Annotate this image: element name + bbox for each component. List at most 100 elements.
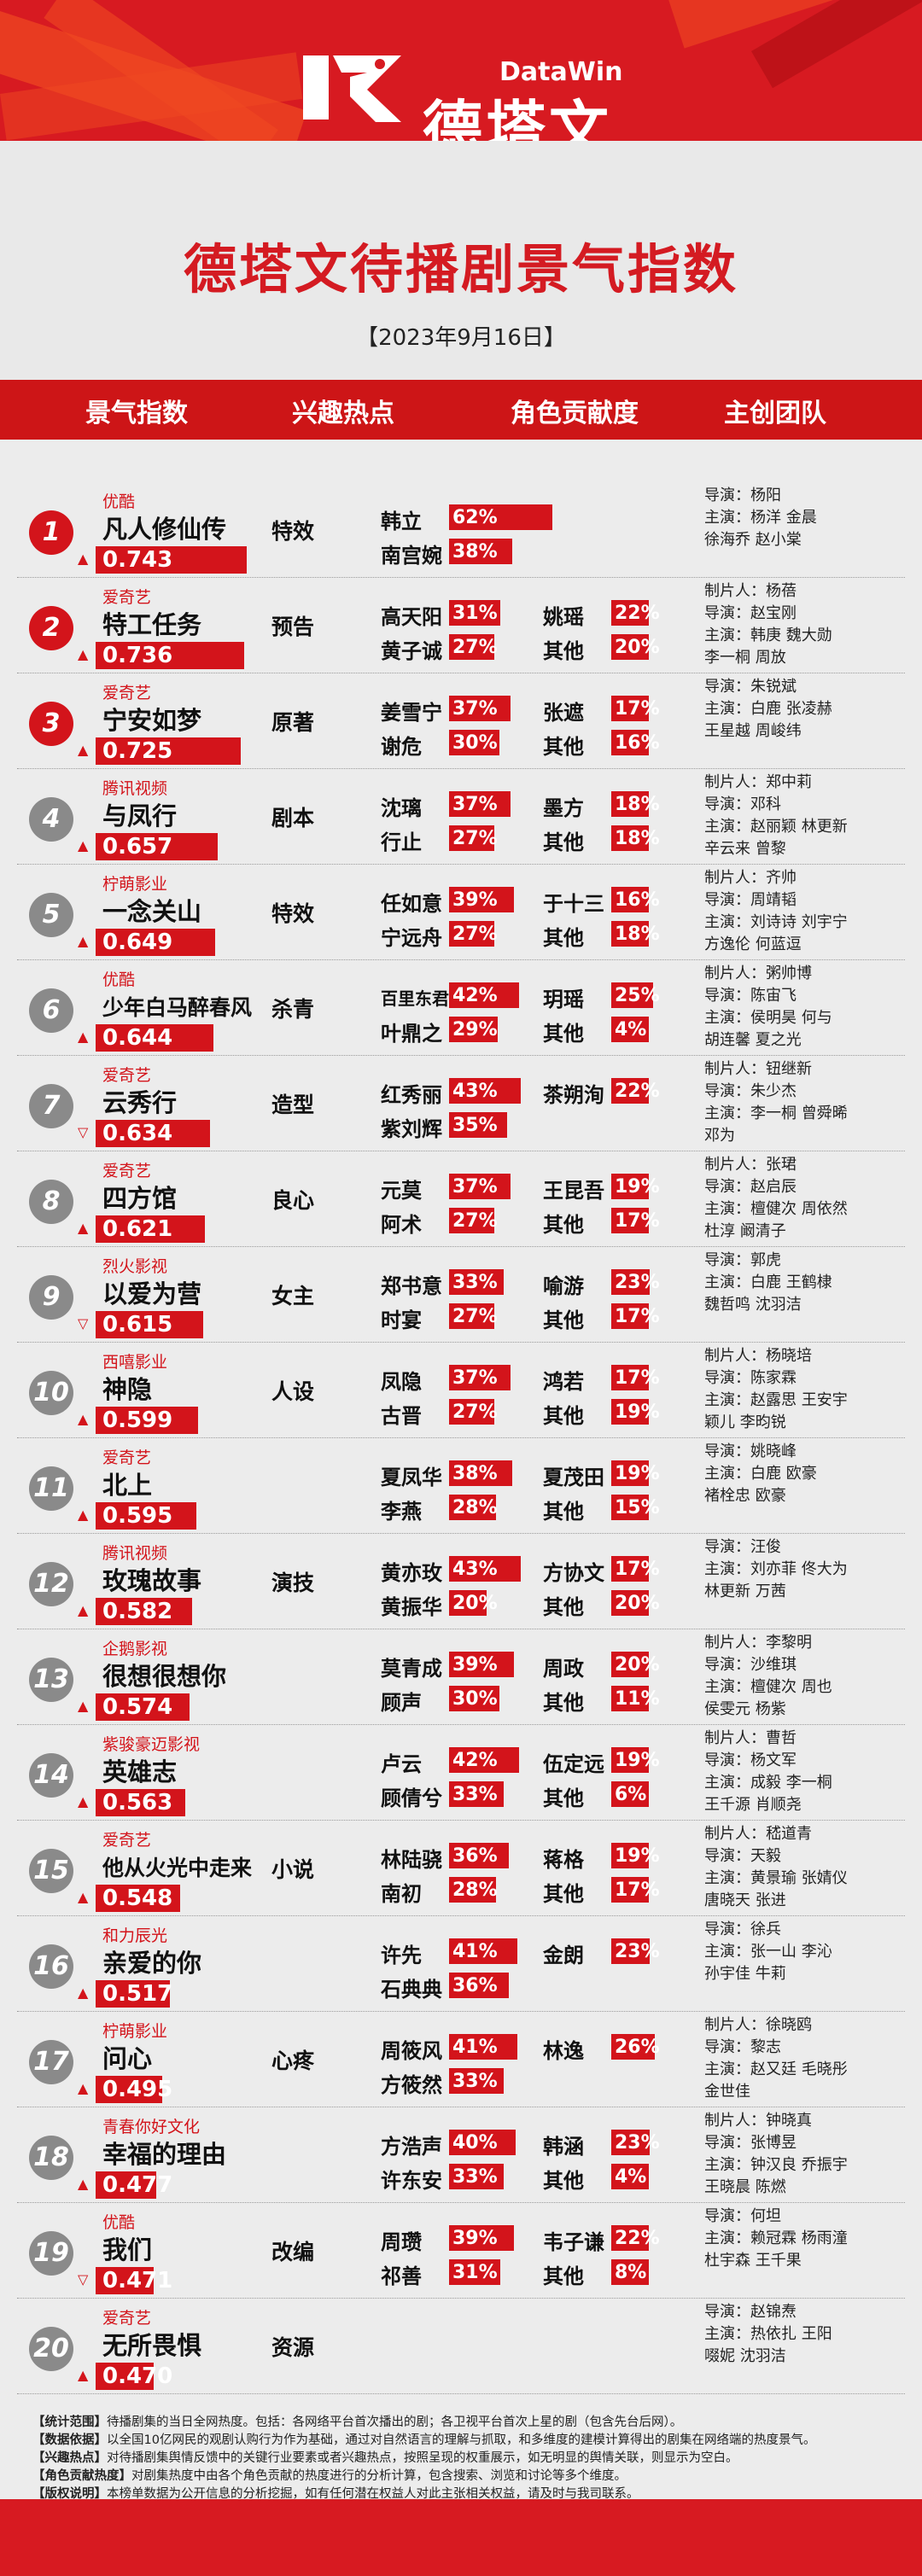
role-name: 宁远舟 [381,926,442,950]
role-pct: 39% [452,2228,498,2249]
crew-line: 主演：刘亦菲 佟大为 [704,1560,848,1578]
role-pct: 37% [452,698,498,720]
role-pct: 17% [615,1880,660,1901]
crew-line: 主演：张一山 李沁 [704,1943,832,1961]
crew-line: 孙宇佳 牛莉 [704,1965,786,1983]
column-score: 景气指数 [85,399,188,428]
role-pct-bar [611,1399,649,1425]
drama-name: 与凤行 [102,801,178,830]
role-pct: 22% [615,603,660,624]
crew-line: 导演：邓科 [704,796,781,813]
role-name: 高天阳 [381,605,442,629]
trend-icon: ▽ [78,1124,89,1140]
role-pct: 30% [452,1688,498,1710]
platform-label: 优酷 [102,492,136,511]
role-pct: 43% [452,1559,498,1580]
role-name: 其他 [543,1595,584,1619]
role-pct-bar [611,1174,649,1199]
score-value: 0.621 [102,1216,173,1242]
rank-badge: 15 [29,1849,73,1893]
platform-label: 青春你好文化 [102,2118,201,2136]
role-name: 郑书意 [381,1274,442,1298]
role-name: 方协文 [543,1561,604,1585]
crew-line: 导演：赵锦焘 [704,2303,797,2321]
platform-label: 西嘻影业 [102,1353,168,1372]
role-name: 阿术 [381,1213,422,1237]
role-name: 其他 [543,1213,584,1237]
crew-line: 制片人：齐帅 [704,869,797,887]
score-value: 0.495 [102,2077,173,2102]
role-pct-bar [449,1399,494,1425]
interest-tag: 良心 [271,1188,315,1213]
drama-name: 问心 [102,2044,153,2073]
role-pct: 27% [452,1402,498,1423]
column-interest: 兴趣热点 [292,399,394,428]
role-pct-bar [449,1973,509,1998]
trend-icon: ▲ [78,1507,89,1523]
crew-line: 导演：汪俊 [704,1538,781,1556]
role-pct-bar [611,600,649,626]
role-pct-bar [611,825,649,851]
table-row: 8 爱奇艺 四方馆 ▲ 0.621 良心 元莫 37% 阿术 27% 王昆吾 19% 其他 17% 制片人：… [0,1151,922,1247]
role-pct: 22% [615,1081,660,1102]
rank-badge: 14 [29,1753,73,1798]
role-pct: 28% [452,1497,498,1518]
crew-line: 主演：韩庚 魏大勋 [704,627,832,644]
role-pct: 22% [615,2228,660,2249]
trend-icon: ▲ [78,1220,89,1236]
trend-icon: ▲ [78,1602,89,1618]
drama-name: 四方馆 [102,1184,178,1213]
role-name: 王昆吾 [543,1179,604,1203]
role-name: 其他 [543,1404,584,1428]
role-pct-bar [449,1877,496,1903]
rank-badge: 20 [29,2327,73,2371]
score-bar [96,1980,170,2008]
trend-icon: ▲ [78,1698,89,1714]
role-pct: 17% [615,1306,660,1327]
crew-line: 主演：赵露思 王安宇 [704,1391,848,1409]
role-name: 卢云 [381,1752,422,1776]
footer-banner [0,2499,922,2576]
role-pct-bar [611,634,649,660]
drama-name: 凡人修仙传 [102,515,227,544]
crew-line: 主演：杨洋 金晨 [704,509,817,527]
role-name: 其他 [543,1500,584,1524]
role-pct-bar [611,1781,649,1807]
crew-line: 杜淳 阚清子 [704,1222,786,1240]
score-bar [96,1024,213,1052]
crew-line: 王晓晨 陈燃 [704,2178,786,2196]
interest-tag: 女主 [271,1284,315,1308]
role-pct-bar [449,1747,519,1773]
table-row: 11 爱奇艺 北上 ▲ 0.595 夏凤华 38% 李燕 28% 夏茂田 19% 其他 15% 导演：姚晓… [0,1438,922,1534]
role-pct: 19% [615,1750,660,1771]
role-name: 石典典 [381,1978,442,2002]
role-pct-bar [611,1652,649,1677]
role-pct: 19% [615,1402,660,1423]
role-pct-bar [611,2164,649,2189]
score-bar [96,1502,196,1530]
score-value: 0.471 [102,2268,173,2293]
role-pct-bar [449,539,512,564]
platform-label: 腾讯视频 [102,779,168,798]
role-pct-bar [611,2225,649,2251]
role-pct-bar [449,634,494,660]
score-bar [96,2171,156,2199]
role-pct: 20% [452,1593,498,1614]
role-pct-bar [449,1686,499,1711]
column-crew: 主创团队 [724,399,826,428]
crew-line: 金世佳 [704,2083,750,2101]
role-pct-bar [449,1269,504,1295]
role-name: 夏凤华 [381,1466,442,1489]
role-pct-bar [449,2068,504,2094]
role-pct: 23% [615,2132,660,2153]
role-name: 其他 [543,1882,584,1906]
crew-line: 王千源 肖顺尧 [704,1796,802,1814]
row-divider [17,2393,905,2394]
drama-name: 北上 [102,1471,153,1500]
role-name: 凤隐 [381,1370,422,1394]
crew-line: 主演：侯明昊 何与 [704,1009,832,1027]
platform-label: 爱奇艺 [102,2309,152,2328]
table-row: 3 爱奇艺 宁安如梦 ▲ 0.725 原著 姜雪宁 37% 谢危 30% 张遮 17% 其他 16% 导演：… [0,673,922,769]
table-row: 15 爱奇艺 他从火光中走来 ▲ 0.548 小说 林陆骁 36% 南初 28% 蒋格 19% 其他 17… [0,1821,922,1916]
crew-line: 导演：黎志 [704,2038,781,2056]
